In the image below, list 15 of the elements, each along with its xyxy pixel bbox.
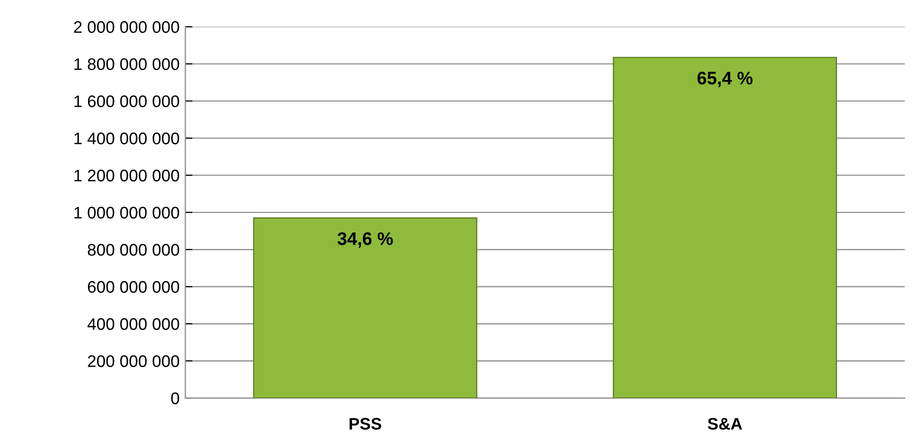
x-tick-label: PSS	[350, 418, 382, 430]
annotation: 34,6 %	[338, 232, 393, 248]
y-tick-label: 2 000 000 000	[74, 21, 180, 33]
y-tick-label: 1 000 000 000	[74, 206, 180, 219]
y-tick-label: 0	[171, 392, 180, 404]
annotation: 65,4 %	[697, 72, 753, 88]
y-tick-label: 800 000 000	[88, 244, 180, 256]
y-tick-label: 1 800 000 000	[74, 58, 180, 70]
y-tick-label: 1 400 000 000	[74, 132, 180, 144]
y-tick-label: 200 000 000	[88, 355, 180, 368]
y-tick-label: 1 200 000 000	[74, 170, 180, 182]
x-tick-label: S&A	[708, 418, 742, 430]
y-tick-label: 1 600 000 000	[74, 95, 180, 108]
y-tick-label: 600 000 000	[88, 281, 180, 293]
y-tick-label: 400 000 000	[87, 318, 180, 330]
